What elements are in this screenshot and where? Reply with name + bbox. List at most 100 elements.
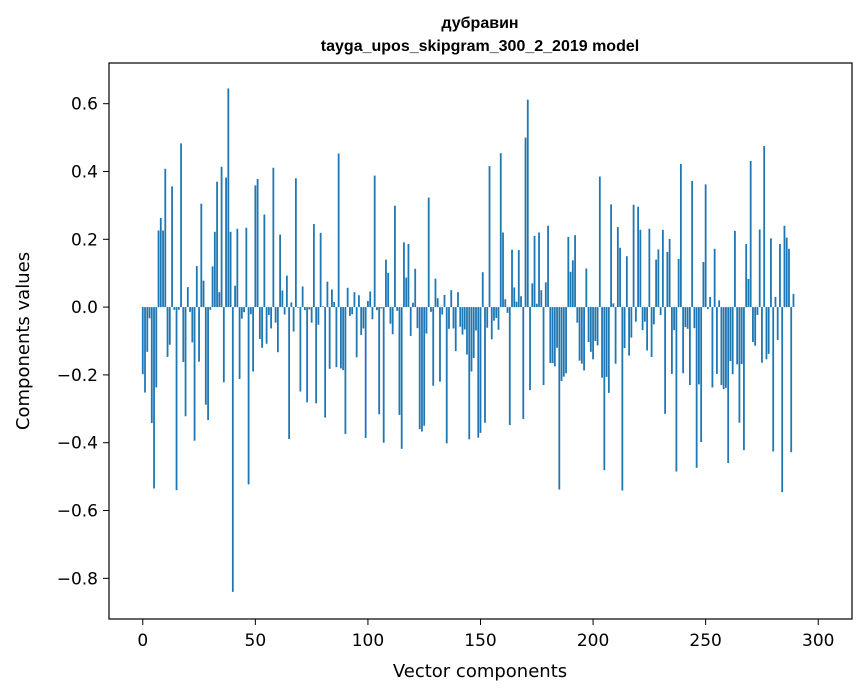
bar-109 (387, 272, 390, 308)
bar-106 (380, 307, 383, 309)
bar-208 (610, 204, 612, 308)
bar-35 (220, 166, 223, 308)
bar-97 (360, 307, 363, 335)
bar-181 (549, 307, 552, 364)
bar-78 (317, 307, 320, 325)
bar-34 (218, 292, 221, 308)
bar-53 (261, 307, 263, 348)
bar-200 (592, 307, 594, 360)
bar-165 (513, 287, 516, 308)
x-tick-label-4: 200 (577, 631, 609, 651)
bar-1 (144, 307, 146, 393)
plot-frame (108, 62, 853, 620)
bar-287 (788, 248, 790, 308)
bar-50 (254, 185, 257, 308)
bar-227 (652, 307, 655, 325)
bar-121 (414, 268, 417, 308)
bar-70 (299, 307, 302, 392)
bar-57 (270, 307, 273, 329)
bar-285 (783, 225, 786, 308)
bar-55 (265, 307, 268, 344)
bar-83 (328, 307, 331, 369)
bar-209 (612, 303, 615, 308)
bar-246 (695, 307, 698, 468)
bar-52 (258, 307, 261, 339)
bar-237 (675, 307, 678, 472)
bar-189 (567, 236, 570, 308)
bar-199 (589, 307, 592, 352)
bar-29 (207, 307, 209, 420)
bar-265 (738, 307, 741, 423)
bar-25 (198, 307, 200, 362)
bar-90 (344, 307, 347, 434)
bar-259 (725, 307, 727, 388)
bar-126 (425, 307, 428, 334)
bar-8 (159, 217, 162, 308)
bar-234 (668, 238, 671, 308)
bar-104 (376, 307, 378, 311)
bar-48 (249, 307, 252, 315)
bar-117 (405, 277, 408, 308)
bar-22 (191, 307, 194, 343)
bar-128 (430, 307, 432, 312)
bar-191 (571, 260, 574, 308)
bar-77 (315, 307, 318, 404)
y-tick-label-2: −0.4 (57, 434, 98, 454)
bar-89 (342, 307, 345, 371)
x-tick-label-3: 150 (464, 631, 496, 651)
bar-286 (785, 237, 788, 308)
bar-281 (774, 296, 777, 308)
bar-0 (141, 307, 144, 375)
bar-129 (432, 307, 435, 386)
bar-173 (531, 283, 534, 308)
bar-175 (535, 303, 538, 308)
bar-169 (522, 307, 525, 419)
bar-197 (585, 268, 588, 308)
bar-141 (459, 307, 462, 327)
bar-17 (180, 143, 182, 308)
bar-151 (481, 272, 484, 308)
bar-289 (792, 293, 795, 308)
bar-6 (155, 307, 158, 388)
bar-105 (378, 307, 381, 415)
bar-231 (661, 229, 664, 308)
bar-123 (418, 307, 421, 430)
bar-74 (308, 307, 311, 310)
bar-230 (659, 307, 662, 315)
bar-12 (168, 307, 171, 345)
bar-211 (616, 227, 619, 308)
bar-101 (369, 291, 372, 308)
bar-11 (166, 307, 169, 357)
bar-171 (526, 99, 529, 308)
bar-94 (353, 292, 356, 308)
bar-250 (704, 184, 707, 308)
bar-116 (403, 242, 405, 308)
bar-84 (331, 289, 333, 308)
bar-21 (189, 307, 191, 312)
bar-132 (439, 307, 441, 382)
bar-216 (628, 307, 630, 356)
bar-51 (256, 178, 259, 308)
bar-20 (186, 287, 189, 308)
bar-258 (722, 307, 725, 390)
bar-81 (324, 307, 327, 418)
bar-124 (421, 307, 423, 432)
bar-39 (229, 231, 232, 308)
bar-187 (562, 307, 565, 377)
bar-108 (385, 259, 387, 308)
bar-215 (625, 256, 628, 308)
bar-67 (292, 307, 295, 332)
bar-66 (290, 302, 293, 308)
bar-178 (542, 307, 545, 386)
bar-87 (337, 153, 340, 308)
y-tick-label-0: −0.8 (57, 569, 98, 589)
bar-239 (679, 164, 682, 308)
bar-7 (157, 230, 160, 308)
bar-212 (619, 247, 621, 308)
bar-183 (553, 307, 556, 367)
bar-42 (236, 228, 239, 308)
bar-207 (607, 307, 610, 393)
bar-198 (587, 307, 590, 343)
bar-136 (448, 307, 450, 329)
bar-95 (355, 307, 358, 358)
